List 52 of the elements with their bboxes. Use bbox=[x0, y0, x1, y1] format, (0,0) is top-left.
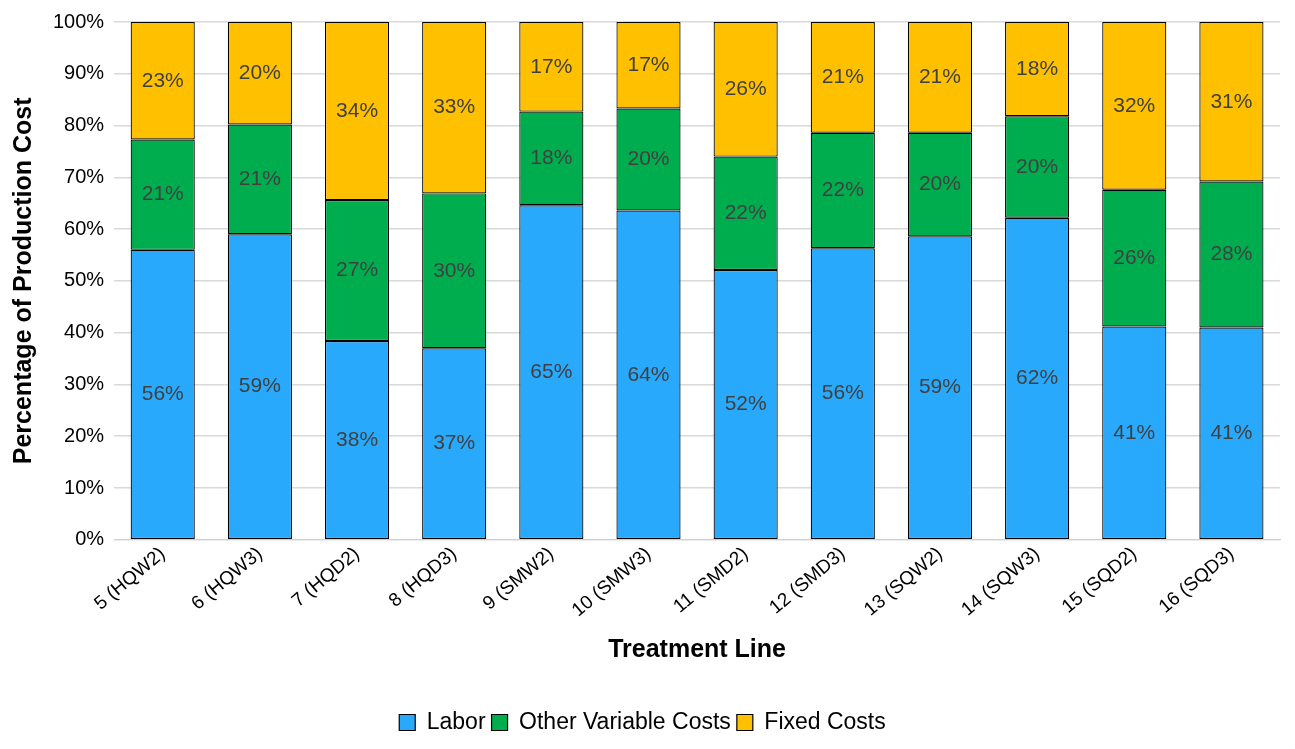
data-label: 22% bbox=[724, 200, 767, 224]
y-tick-label: 70% bbox=[64, 164, 105, 187]
y-tick-label: 40% bbox=[64, 320, 105, 343]
data-label: 37% bbox=[433, 430, 476, 454]
data-label: 21% bbox=[918, 64, 961, 88]
data-label: 21% bbox=[821, 64, 864, 88]
y-tick-label: 90% bbox=[64, 61, 105, 84]
x-axis-title: Treatment Line bbox=[608, 633, 787, 662]
data-label: 52% bbox=[724, 391, 767, 415]
data-label: 32% bbox=[1113, 92, 1156, 116]
data-label: 30% bbox=[433, 257, 476, 281]
data-label: 20% bbox=[1016, 153, 1059, 177]
data-label: 17% bbox=[627, 52, 670, 76]
data-label: 56% bbox=[821, 380, 864, 404]
data-label: 33% bbox=[433, 94, 476, 118]
data-label: 21% bbox=[238, 166, 281, 190]
data-label: 27% bbox=[336, 257, 379, 281]
y-tick-label: 80% bbox=[64, 113, 105, 136]
y-tick-label: 30% bbox=[64, 371, 105, 394]
data-label: 23% bbox=[141, 67, 184, 91]
data-label: 20% bbox=[238, 60, 281, 84]
data-label: 59% bbox=[238, 373, 281, 397]
data-label: 17% bbox=[530, 53, 573, 77]
data-label: 59% bbox=[918, 374, 961, 398]
data-label: 65% bbox=[530, 358, 573, 382]
data-label: 26% bbox=[1113, 244, 1156, 268]
data-label: 22% bbox=[821, 177, 864, 201]
data-label: 18% bbox=[1016, 55, 1059, 79]
data-label: 41% bbox=[1113, 419, 1156, 443]
y-tick-label: 20% bbox=[64, 423, 105, 446]
data-label: 62% bbox=[1016, 365, 1059, 389]
data-label: 20% bbox=[627, 146, 670, 170]
data-label: 34% bbox=[336, 97, 379, 121]
data-label: 21% bbox=[141, 181, 184, 205]
data-label: 64% bbox=[627, 361, 670, 385]
y-axis-title: Percentage of Production Cost bbox=[7, 96, 36, 465]
data-label: 31% bbox=[1210, 88, 1253, 112]
data-label: 20% bbox=[918, 171, 961, 195]
data-label: 18% bbox=[530, 145, 573, 169]
y-tick-label: 100% bbox=[53, 9, 105, 32]
data-label: 38% bbox=[336, 426, 379, 450]
y-tick-label: 60% bbox=[64, 216, 105, 239]
data-label: 41% bbox=[1210, 420, 1253, 444]
legend-label: Other Variable Costs bbox=[519, 707, 731, 734]
data-label: 56% bbox=[141, 381, 184, 405]
y-tick-label: 10% bbox=[64, 475, 105, 498]
legend-label: Fixed Costs bbox=[764, 707, 886, 734]
data-label: 28% bbox=[1210, 241, 1253, 265]
y-tick-label: 0% bbox=[75, 527, 105, 550]
legend-label: Labor bbox=[426, 707, 486, 734]
data-label: 26% bbox=[724, 76, 767, 100]
y-tick-label: 50% bbox=[64, 268, 105, 291]
